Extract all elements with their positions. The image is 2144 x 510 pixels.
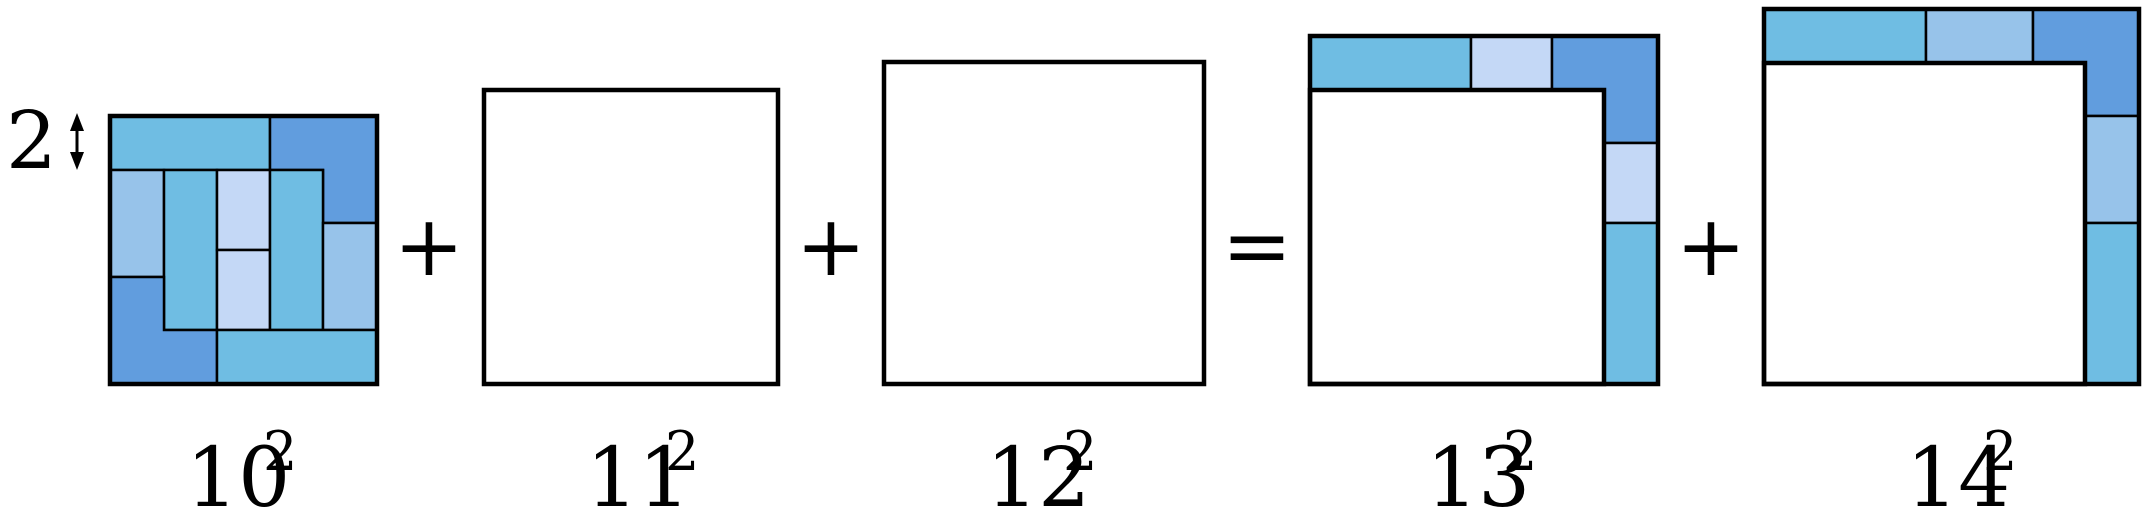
term-base: 13 bbox=[1426, 431, 1530, 510]
square-12 bbox=[881, 59, 1207, 387]
tile bbox=[1762, 7, 1928, 65]
square-12-fill bbox=[881, 59, 1207, 387]
tile bbox=[1602, 221, 1660, 386]
term-label: 10 2 bbox=[186, 420, 297, 510]
dimension-indicator: 2 bbox=[6, 94, 84, 187]
tile bbox=[2083, 221, 2141, 386]
plus-operator: + bbox=[1676, 197, 1746, 295]
tile bbox=[268, 168, 325, 332]
square-13 bbox=[1307, 33, 1661, 387]
square-14 bbox=[1761, 6, 2142, 387]
square-11-fill bbox=[481, 87, 781, 387]
term-base: 12 bbox=[986, 431, 1090, 510]
tile bbox=[215, 328, 379, 386]
term-exponent: 2 bbox=[1063, 420, 1097, 483]
inner-square-11 bbox=[1307, 87, 1607, 387]
term-exponent: 2 bbox=[263, 420, 297, 483]
equals-operator: = bbox=[1222, 197, 1292, 295]
tile bbox=[1308, 34, 1473, 92]
tile bbox=[1469, 34, 1554, 92]
tile bbox=[162, 168, 219, 332]
term-label: 12 2 bbox=[986, 420, 1097, 510]
square-10-tiling bbox=[107, 113, 380, 387]
tile bbox=[321, 221, 379, 332]
square-10-border bbox=[107, 113, 380, 387]
inner-square-12 bbox=[1761, 60, 2088, 387]
tile bbox=[1602, 141, 1660, 225]
term-label: 11 2 bbox=[586, 420, 699, 510]
term-base: 11 bbox=[586, 431, 690, 510]
square-14-border bbox=[1761, 6, 2142, 387]
plus-operator: + bbox=[394, 197, 464, 295]
term-exponent: 2 bbox=[1983, 420, 2017, 483]
dimension-label: 2 bbox=[6, 94, 57, 187]
term-exponent: 2 bbox=[665, 420, 699, 483]
tile bbox=[2083, 114, 2141, 225]
term-label: 14 2 bbox=[1906, 420, 2017, 510]
tile bbox=[108, 168, 166, 279]
tile bbox=[108, 114, 272, 172]
tile bbox=[215, 248, 272, 332]
plus-operator: + bbox=[796, 197, 866, 295]
tile bbox=[1924, 7, 2035, 65]
term-base: 14 bbox=[1906, 431, 2010, 510]
square-13-border bbox=[1307, 33, 1661, 387]
square-11 bbox=[481, 87, 781, 387]
term-label: 13 2 bbox=[1426, 420, 1537, 510]
term-base: 10 bbox=[186, 431, 290, 510]
double-arrow-icon bbox=[70, 113, 84, 170]
term-exponent: 2 bbox=[1503, 420, 1537, 483]
tile bbox=[215, 168, 272, 252]
